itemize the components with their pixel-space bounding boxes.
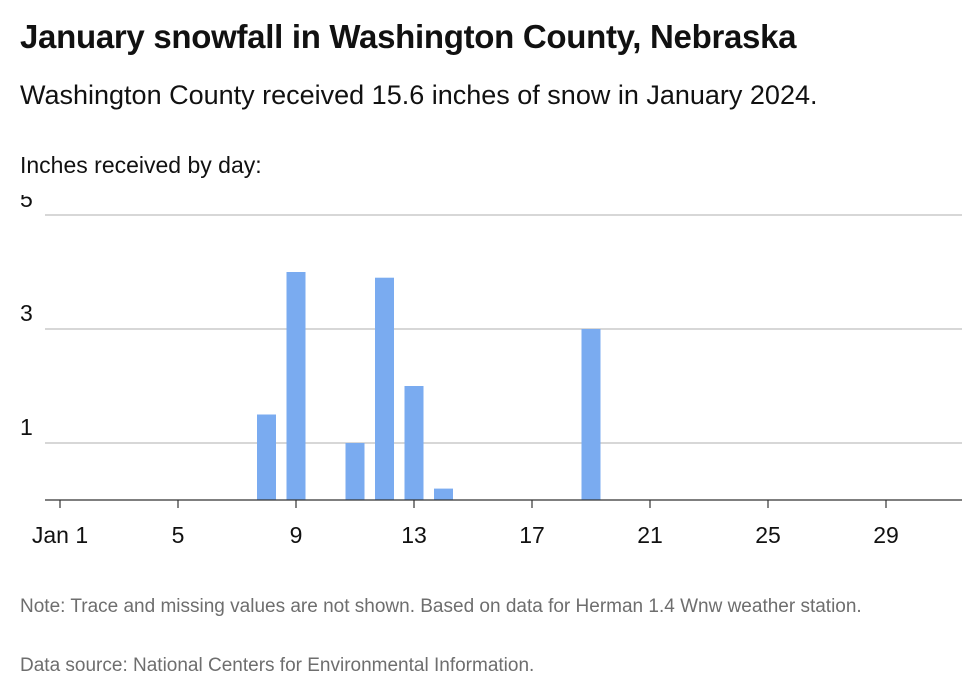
bar-day-11 xyxy=(345,443,365,500)
chart-note: Note: Trace and missing values are not s… xyxy=(20,596,862,617)
bar-day-19 xyxy=(581,329,601,500)
data-source: Data source: National Centers for Enviro… xyxy=(20,655,535,676)
y-tick-labels: 1 3 5 xyxy=(20,195,33,440)
bar-day-8 xyxy=(257,414,276,500)
x-tick-label: 5 xyxy=(172,522,185,548)
y-tick-label: 5 xyxy=(20,195,33,212)
x-tick-label: Jan 1 xyxy=(32,522,88,548)
bar-day-9 xyxy=(286,272,306,500)
x-tick-label: 21 xyxy=(637,522,663,548)
bars xyxy=(257,272,601,500)
grid-lines xyxy=(45,214,962,444)
bar-day-12 xyxy=(375,277,394,500)
x-tick-label: 17 xyxy=(519,522,545,548)
bar-day-14 xyxy=(434,488,453,500)
x-tick-label: 9 xyxy=(290,522,303,548)
y-tick-label: 1 xyxy=(20,414,33,440)
x-tick-label: 13 xyxy=(401,522,427,548)
snowfall-bar-chart: 135 Jan 1 5 9 13 17 21 25 29 xyxy=(20,195,962,548)
chart-title: January snowfall in Washington County, N… xyxy=(20,18,797,55)
x-tick-label: 25 xyxy=(755,522,781,548)
x-axis: Jan 1 5 9 13 17 21 25 29 xyxy=(32,499,962,548)
bar-day-13 xyxy=(404,386,424,500)
x-tick-label: 29 xyxy=(873,522,899,548)
y-axis-label: Inches received by day: xyxy=(20,152,262,178)
chart-subtitle: Washington County received 15.6 inches o… xyxy=(20,80,818,110)
y-tick-label: 3 xyxy=(20,300,33,326)
